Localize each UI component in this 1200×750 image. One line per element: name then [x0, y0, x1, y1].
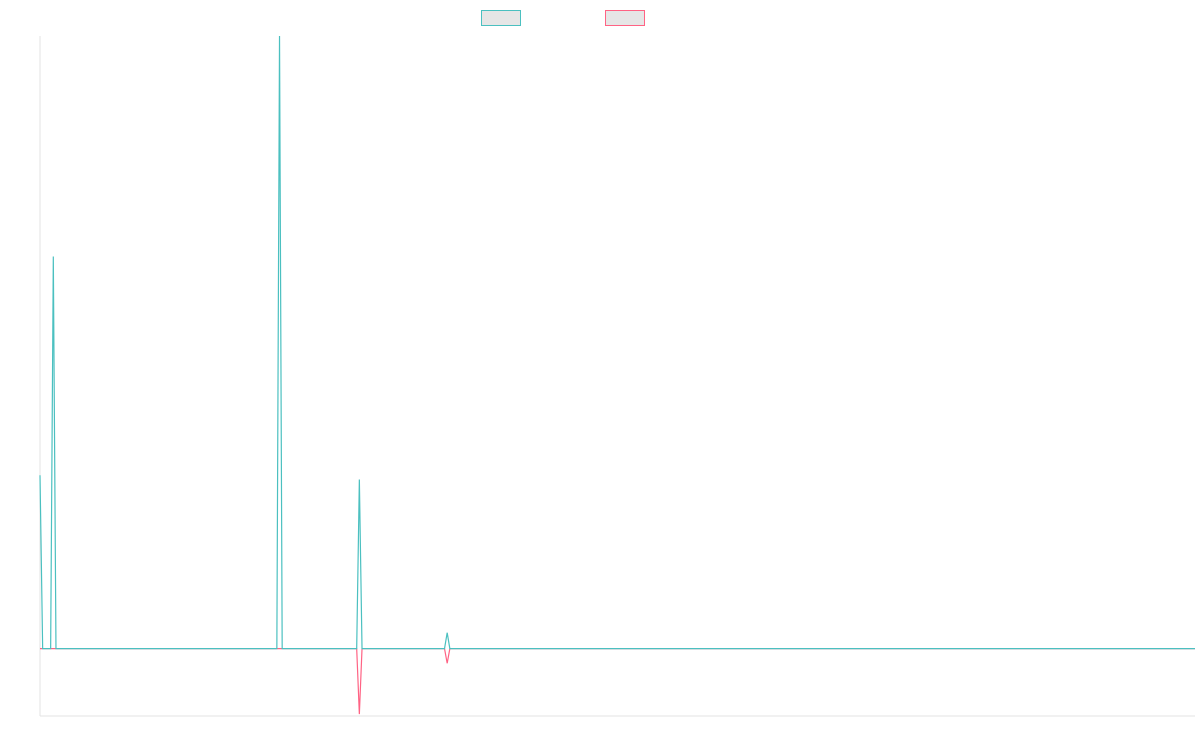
- axes: [39, 36, 1195, 717]
- legend-swatch-1[interactable]: [481, 10, 521, 26]
- series-line-2: [40, 648, 1195, 715]
- series-line-1: [39, 35, 1195, 650]
- series-group: [39, 35, 1195, 715]
- legend-swatch-2[interactable]: [605, 10, 645, 26]
- legend[interactable]: [481, 10, 645, 26]
